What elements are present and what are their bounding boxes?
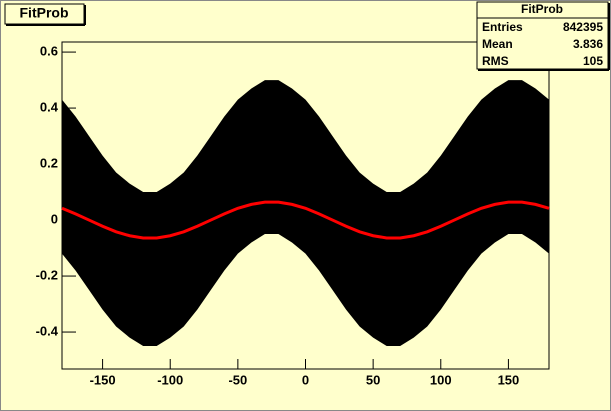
y-tick-label: 0 bbox=[51, 211, 58, 226]
x-tick-label: 50 bbox=[366, 372, 380, 387]
y-tick-label: -0.4 bbox=[36, 323, 59, 338]
stats-title: FitProb bbox=[521, 2, 563, 16]
y-tick-label: 0.6 bbox=[40, 44, 58, 59]
x-tick-label: -150 bbox=[90, 372, 116, 387]
stats-value: 842395 bbox=[563, 20, 603, 34]
stats-label: RMS bbox=[482, 54, 509, 68]
x-tick-label: 100 bbox=[430, 372, 452, 387]
stats-value: 105 bbox=[583, 54, 603, 68]
y-tick-label: -0.2 bbox=[36, 267, 58, 282]
x-tick-label: -100 bbox=[157, 372, 183, 387]
stats-label: Entries bbox=[482, 20, 523, 34]
fit-line bbox=[61, 200, 550, 240]
x-tick-label: -50 bbox=[228, 372, 247, 387]
y-tick-label: 0.4 bbox=[40, 100, 59, 115]
chart-title: FitProb bbox=[20, 5, 69, 21]
stats-box: FitProb Entries 842395 Mean 3.836 RMS 105 bbox=[476, 1, 610, 71]
x-tick-label: 150 bbox=[498, 372, 520, 387]
x-tick-label: 0 bbox=[302, 372, 309, 387]
stats-value: 3.836 bbox=[573, 37, 603, 51]
data-band bbox=[62, 80, 549, 347]
y-tick-label: 0.2 bbox=[40, 156, 58, 171]
stats-label: Mean bbox=[482, 37, 513, 51]
